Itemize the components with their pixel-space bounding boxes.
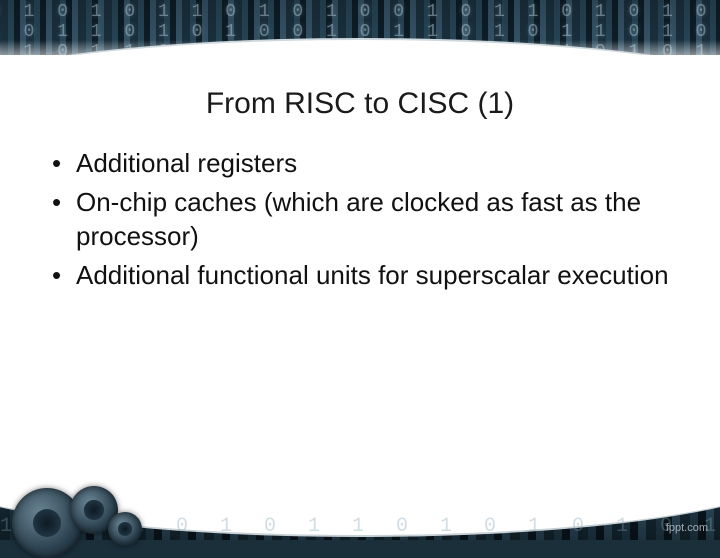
bullet-item: On-chip caches (which are clocked as fas… bbox=[48, 186, 678, 253]
bullet-item: Additional functional units for supersca… bbox=[48, 259, 678, 292]
slide: 0 1 0 1 0 1 1 0 1 0 1 0 0 1 0 1 1 0 1 0 … bbox=[0, 0, 720, 540]
bullet-list: Additional registers On-chip caches (whi… bbox=[42, 147, 678, 292]
content-area: From RISC to CISC (1) Additional registe… bbox=[0, 55, 720, 485]
slide-title: From RISC to CISC (1) bbox=[42, 87, 678, 121]
gear-icon bbox=[108, 512, 142, 546]
watermark-text: fppt.com bbox=[666, 522, 708, 534]
bullet-item: Additional registers bbox=[48, 147, 678, 180]
